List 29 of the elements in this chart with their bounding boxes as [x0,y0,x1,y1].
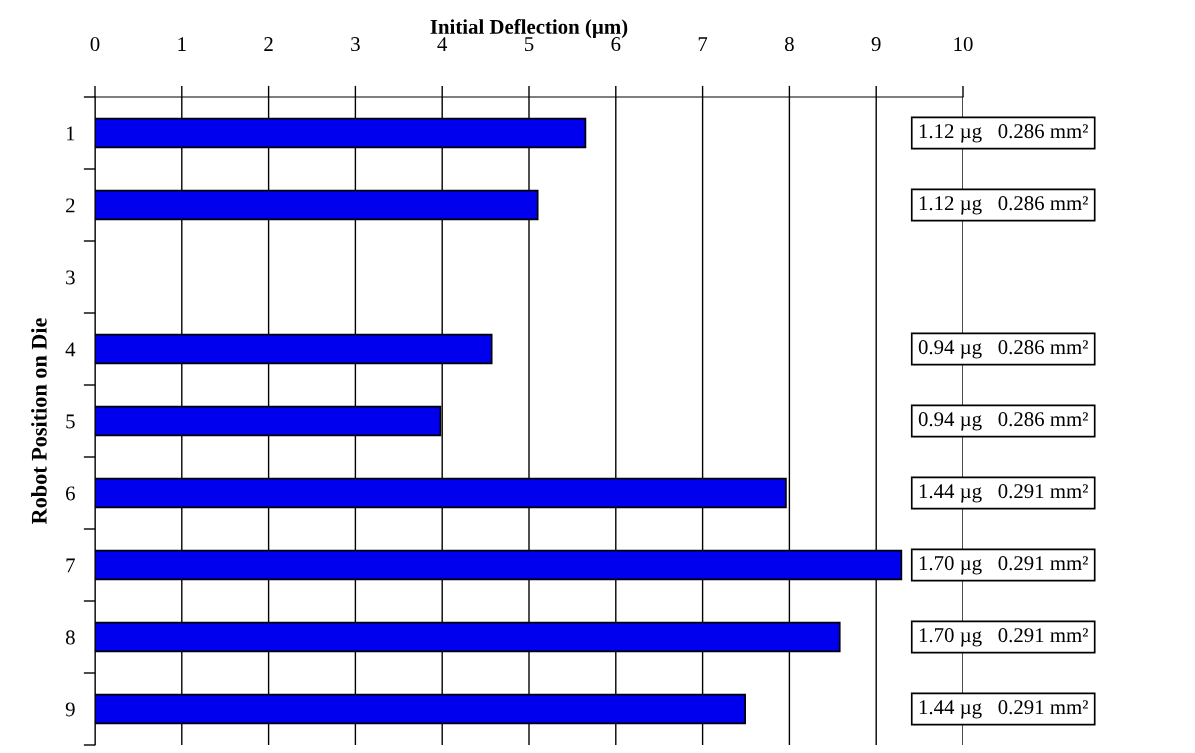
annotation: 0.94 µg 0.286 mm² [918,340,1088,359]
x-tick-label: 0 [90,37,100,52]
annotation: 1.70 µg 0.291 mm² [919,556,1088,575]
annotation: 1.70 µg 0.291 mm² [919,628,1088,647]
x-tick-label: 9 [871,37,881,52]
x-tick-label: 10 [954,37,973,52]
y-tick-label: 1 [66,126,75,141]
x-tick-label: 3 [351,37,360,52]
annotation: 1.44 µg 0.291 mm² [919,484,1088,503]
y-tick-label: 6 [66,486,75,501]
x-tick-label: 5 [525,37,534,52]
x-tick-label: 7 [698,37,708,51]
y-tick-label: 9 [65,702,75,717]
x-tick-label: 6 [611,37,621,52]
annotation: 1.44 µg 0.291 mm² [919,700,1088,719]
y-tick-label: 8 [65,630,75,645]
annotation: 1.12 µg 0.286 mm² [919,196,1088,215]
y-tick-label: 4 [65,342,76,357]
y-tick-label: 7 [66,558,75,573]
x-tick-label: 4 [437,37,448,51]
annotation: 1.12 µg 0.286 mm² [919,124,1088,143]
x-tick-label: 8 [784,37,794,52]
annotation: 0.94 µg 0.286 mm² [918,412,1088,431]
x-tick-label: 1 [178,37,186,51]
y-axis-title: Robot Position on Die [31,318,47,525]
y-tick-label: 3 [66,270,75,285]
y-tick-label: 5 [66,414,75,429]
y-tick-label: 2 [66,198,75,213]
x-tick-label: 2 [264,37,273,51]
